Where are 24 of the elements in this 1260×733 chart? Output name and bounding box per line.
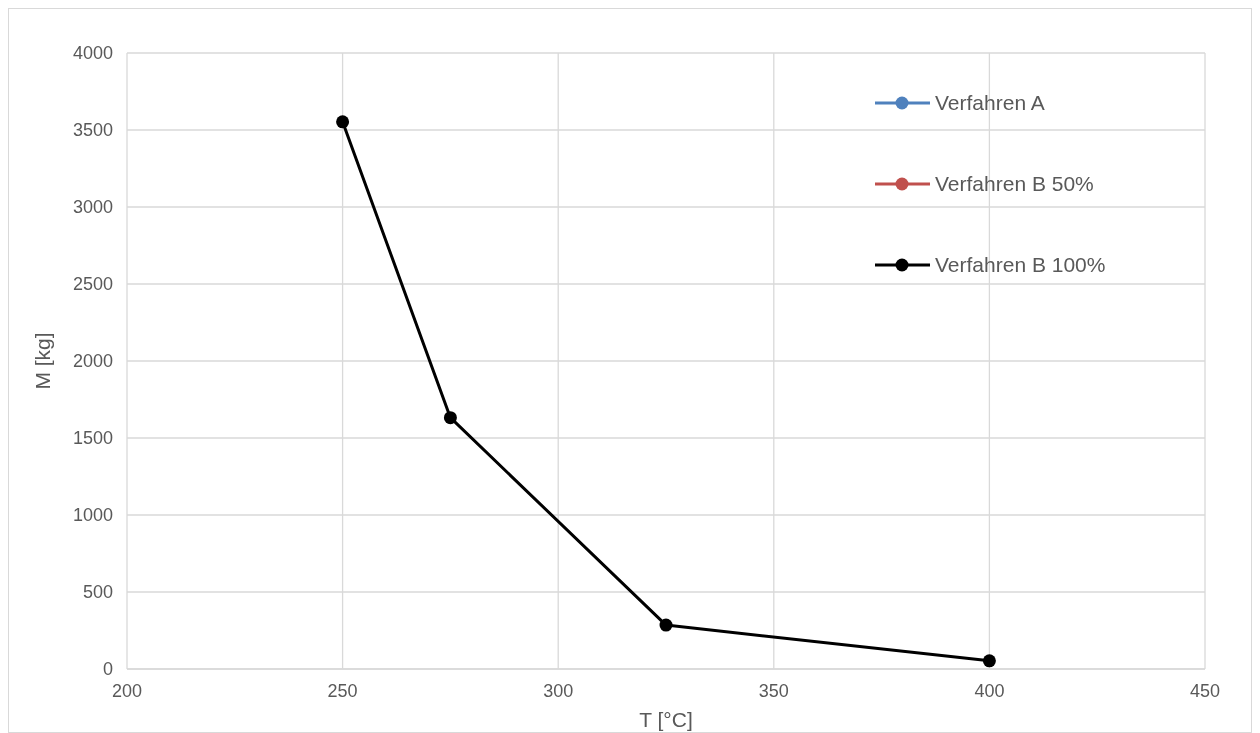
x-tick-label: 400	[974, 681, 1005, 701]
y-tick-label: 1500	[72, 428, 113, 449]
point	[336, 115, 350, 129]
x-tick-label: 350	[758, 681, 789, 701]
y-tick-label: 500	[82, 582, 113, 603]
y-axis-title: M [kg]	[31, 332, 54, 390]
y-tick-label: 3000	[72, 197, 113, 218]
x-tick-label: 300	[543, 681, 574, 701]
point	[659, 618, 673, 632]
x-tick-label: 250	[327, 681, 358, 701]
y-tick-label: 3500	[72, 120, 113, 141]
y-tick-label: 1000	[72, 505, 113, 526]
y-tick-label: 4000	[72, 43, 113, 64]
x-axis-title: T [°C]	[639, 708, 693, 731]
x-tick-label: 450	[1189, 681, 1221, 701]
y-tick-label: 2500	[72, 274, 113, 295]
legend-label: Verfahren A	[935, 91, 1045, 115]
point	[982, 654, 996, 668]
point	[443, 411, 457, 425]
legend-label: Verfahren B 100%	[935, 253, 1106, 277]
y-tick-label: 0	[102, 659, 113, 680]
legend-label: Verfahren B 50%	[935, 172, 1094, 196]
y-tick-label: 2000	[72, 351, 113, 372]
x-tick-label: 200	[111, 681, 143, 701]
